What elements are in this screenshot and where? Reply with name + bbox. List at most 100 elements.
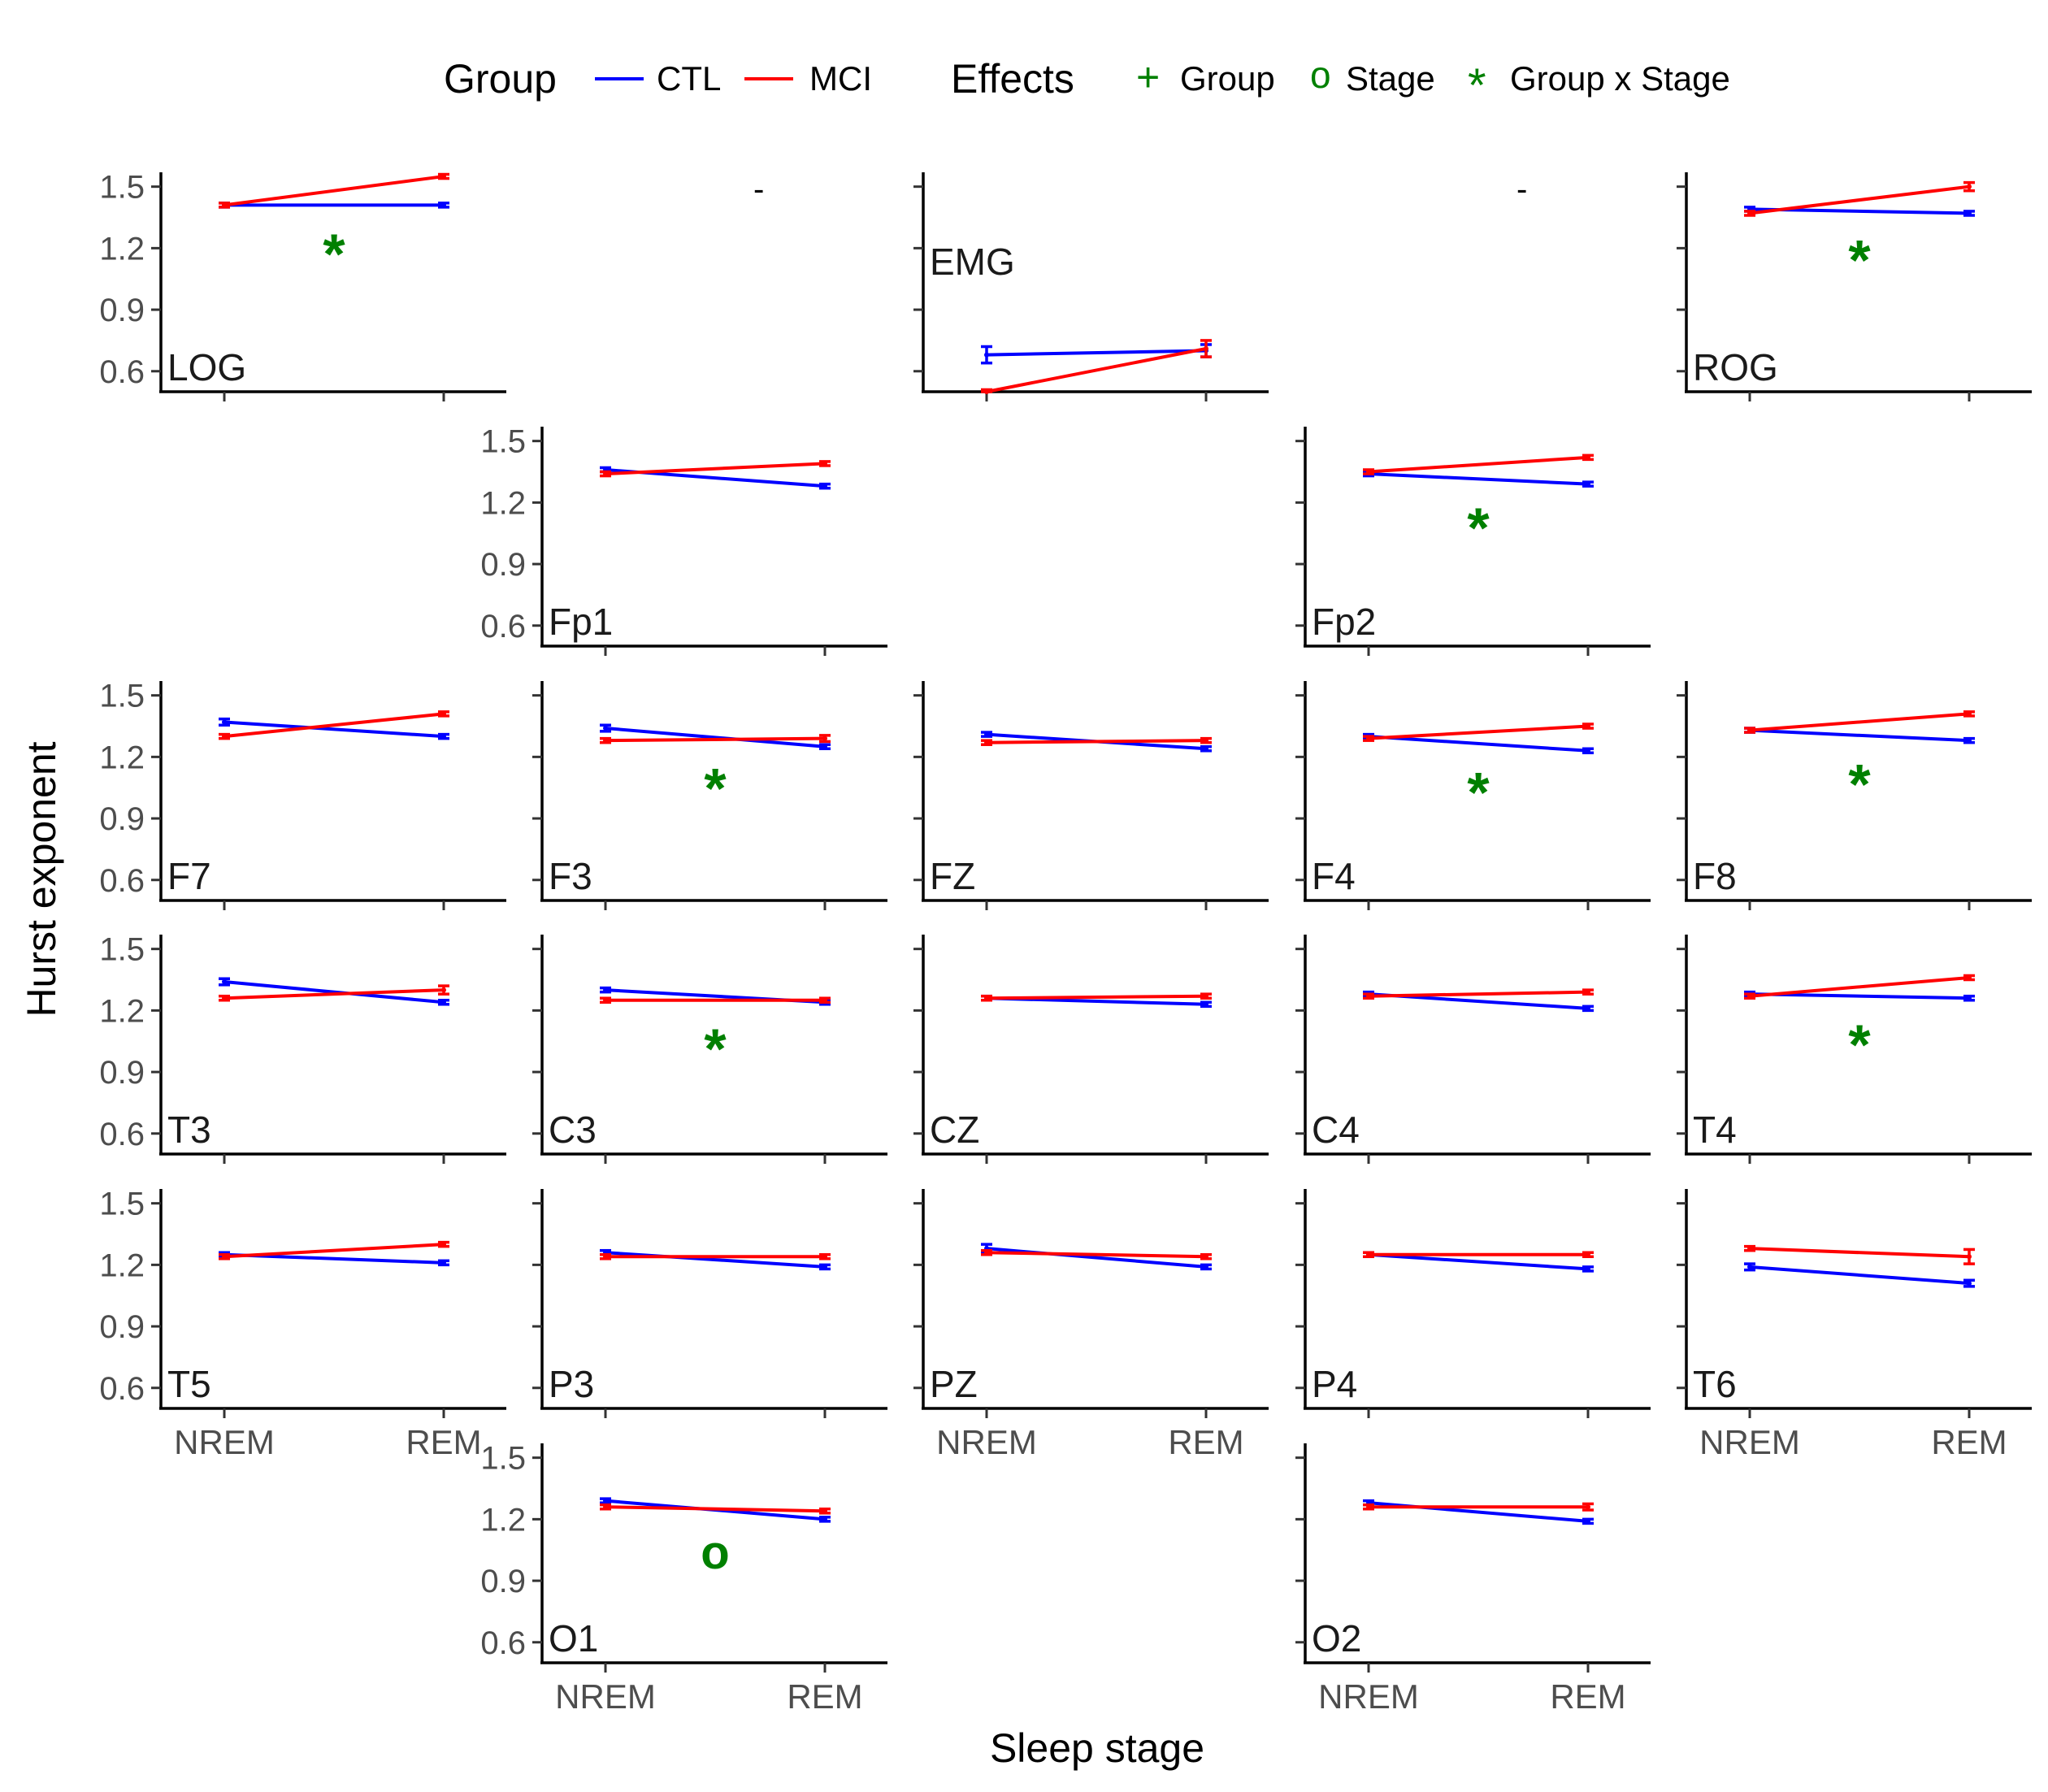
series-line-mci — [986, 347, 1207, 393]
data-point-ctl — [603, 987, 608, 993]
legend-interaction-effect-symbol: * — [1468, 59, 1486, 112]
panel-empty-3: - — [1516, 171, 1527, 207]
data-point-mci — [984, 996, 989, 1001]
x-tick-label: NREM — [555, 1677, 656, 1716]
panel-cz: CZ — [913, 935, 1269, 1164]
data-point-mci — [1747, 727, 1752, 733]
y-tick-label: 1.2 — [480, 1502, 526, 1538]
significance-marker: * — [1848, 228, 1871, 292]
data-point-mci — [222, 1254, 227, 1260]
data-point-ctl — [822, 484, 827, 489]
panel-label: ROG — [1693, 346, 1778, 388]
data-point-ctl — [441, 734, 446, 740]
panel-label: PZ — [930, 1363, 978, 1405]
data-point-mci — [603, 1504, 608, 1510]
significance-marker: o — [701, 1526, 729, 1579]
panel-c3: C3 * — [532, 935, 887, 1164]
data-point-mci — [1366, 1504, 1371, 1510]
data-point-mci — [984, 740, 989, 745]
panel-dash-marker: - — [753, 171, 764, 207]
data-point-mci — [1366, 1252, 1371, 1257]
data-point-mci — [441, 987, 446, 993]
panel-label: F7 — [167, 855, 211, 897]
data-point-mci — [984, 389, 989, 394]
data-point-ctl — [1967, 996, 1972, 1001]
y-tick-label: 0.6 — [99, 354, 145, 390]
panel-label: P3 — [549, 1363, 594, 1405]
data-point-mci — [222, 996, 227, 1001]
legend-mci-label: MCI — [809, 59, 872, 98]
panel-label: T4 — [1693, 1109, 1737, 1151]
x-tick-label: REM — [1931, 1423, 2007, 1461]
data-point-ctl — [1204, 1001, 1208, 1007]
data-point-mci — [222, 202, 227, 208]
series-line-mci — [1749, 712, 1970, 732]
series-line-mci — [223, 175, 445, 207]
data-point-ctl — [222, 979, 227, 985]
series-line-mci — [1749, 184, 1970, 215]
panel-grid: 1.5 1.2 0.9 0.6 LOG * - EMG - ROG * 1.5 1.2 0.9 0.6 Fp1… — [99, 170, 2032, 1716]
data-point-mci — [1747, 1246, 1752, 1252]
panel-log: 1.5 1.2 0.9 0.6 LOG * — [99, 170, 506, 401]
series-line-mci — [1368, 990, 1589, 998]
data-point-mci — [441, 1242, 446, 1247]
panel-label: F4 — [1312, 855, 1356, 897]
panel-t3: 1.5 1.2 0.9 0.6 T3 — [99, 932, 506, 1164]
data-point-ctl — [984, 352, 989, 358]
significance-marker: * — [1848, 753, 1871, 816]
y-tick-label: 1.2 — [480, 485, 526, 521]
panel-rog: ROG * — [1677, 172, 2032, 401]
series-line-mci — [986, 1251, 1207, 1259]
series-line-ctl — [1749, 1265, 1970, 1286]
panel-f4: F4 * — [1295, 681, 1651, 910]
significance-marker: * — [704, 1017, 727, 1081]
data-point-mci — [1967, 1254, 1972, 1260]
data-point-ctl — [1204, 746, 1208, 752]
data-point-mci — [1967, 184, 1972, 189]
panel-dash-marker: - — [1516, 171, 1527, 207]
panel-empty-1: - — [753, 171, 764, 207]
y-tick-label: 0.9 — [480, 547, 526, 583]
x-tick-label: NREM — [1318, 1677, 1419, 1716]
data-point-ctl — [1586, 1518, 1590, 1524]
series-line-mci — [1368, 455, 1589, 474]
data-point-mci — [1366, 469, 1371, 475]
legend-group-title: Group — [444, 56, 557, 102]
data-point-mci — [222, 734, 227, 740]
panel-fp1: 1.5 1.2 0.9 0.6 Fp1 — [480, 424, 887, 656]
series-line-ctl — [1749, 992, 1970, 1000]
panel-label: P4 — [1312, 1363, 1357, 1405]
series-line-mci — [605, 736, 826, 743]
data-point-mci — [1204, 1254, 1208, 1260]
x-axis-title: Sleep stage — [990, 1725, 1204, 1771]
data-point-mci — [822, 735, 827, 741]
y-tick-label: 0.6 — [99, 1371, 145, 1407]
series-line-ctl — [605, 727, 826, 748]
x-tick-label: REM — [1550, 1677, 1625, 1716]
panel-label: EMG — [930, 241, 1015, 283]
legend-effects-title: Effects — [951, 56, 1074, 102]
data-point-mci — [1586, 989, 1590, 995]
data-point-mci — [1204, 738, 1208, 744]
significance-marker: * — [323, 222, 345, 285]
x-tick-label: REM — [406, 1423, 481, 1461]
panel-label: C3 — [549, 1109, 597, 1151]
data-point-mci — [603, 997, 608, 1003]
series-line-mci — [605, 1505, 826, 1513]
panel-label: FZ — [930, 855, 975, 897]
data-point-mci — [603, 471, 608, 477]
data-point-mci — [822, 1254, 827, 1260]
series-line-ctl — [986, 349, 1207, 357]
panel-t4: T4 * — [1677, 935, 2032, 1164]
data-point-mci — [822, 997, 827, 1003]
legend: Group CTL MCI Effects + Group o Stage * … — [444, 54, 1730, 112]
y-axis-title: Hurst exponent — [19, 741, 64, 1017]
y-tick-label: 0.6 — [99, 1117, 145, 1152]
x-tick-label: REM — [787, 1677, 862, 1716]
panel-label: CZ — [930, 1109, 979, 1151]
data-point-ctl — [441, 1000, 446, 1005]
series-line-mci — [605, 462, 826, 476]
panel-p3: P3 — [532, 1189, 887, 1418]
data-point-mci — [1586, 454, 1590, 460]
